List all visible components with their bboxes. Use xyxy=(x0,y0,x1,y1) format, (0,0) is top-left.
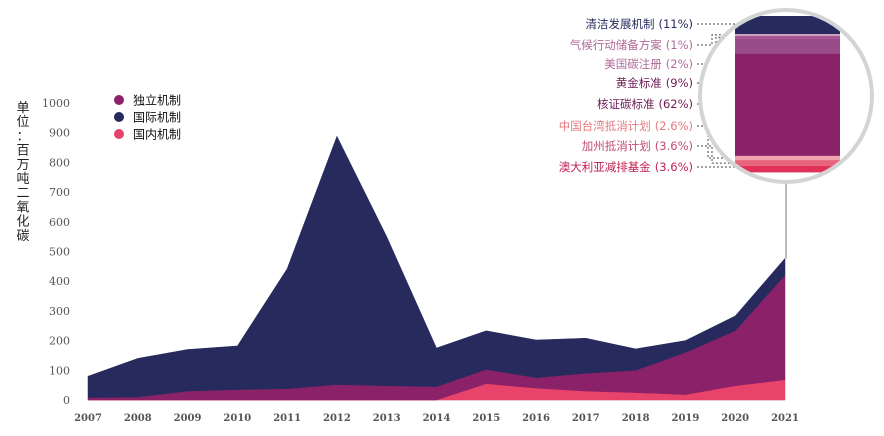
x-axis-ticks: 2007 2008 2009 2010 2011 2012 2013 2014 2015 2016… xyxy=(74,413,799,424)
inset-callout-label: 清洁发展机制 (11%) xyxy=(585,17,693,31)
x-tick-label: 2014 xyxy=(423,413,451,424)
y-tick-label: 0 xyxy=(63,394,70,407)
inset-segment xyxy=(735,166,840,173)
x-tick-label: 2008 xyxy=(124,413,152,424)
stacked-areas xyxy=(87,135,786,401)
legend-label: 独立机制 xyxy=(133,93,181,108)
x-tick-label: 2009 xyxy=(174,413,202,424)
inset-segment xyxy=(735,53,840,157)
y-tick-label: 200 xyxy=(49,335,70,348)
y-axis-label-char: 吨 xyxy=(16,172,29,187)
inset-callout-label: 中国台湾抵消计划 (2.6%) xyxy=(559,119,693,133)
x-tick-label: 2017 xyxy=(572,413,600,424)
inset-callout-label: 澳大利亚减排基金 (3.6%) xyxy=(559,160,693,174)
inset-segment xyxy=(735,35,840,40)
inset-callout-labels: 清洁发展机制 (11%) 气候行动储备方案 (1%) 美国碳注册 (2%) 黄金标准 (9%)… xyxy=(559,17,693,174)
y-tick-label: 900 xyxy=(49,127,70,140)
legend-label: 国内机制 xyxy=(133,128,181,142)
y-axis-label-char: 百 xyxy=(16,144,29,159)
inset-callout-label: 核证碳标准 (62%) xyxy=(597,97,693,111)
inset-callout-label: 美国碳注册 (2%) xyxy=(604,57,693,71)
x-tick-label: 2020 xyxy=(721,413,749,424)
y-axis-label-char: 化 xyxy=(16,215,29,230)
x-tick-label: 2018 xyxy=(622,413,650,424)
inset-segment xyxy=(735,34,840,37)
legend-swatch xyxy=(114,112,124,122)
y-tick-label: 800 xyxy=(49,156,70,169)
legend-swatch xyxy=(114,95,124,105)
y-tick-label: 700 xyxy=(49,186,70,199)
inset-callout-label: 黄金标准 (9%) xyxy=(616,76,693,90)
y-tick-label: 500 xyxy=(49,246,70,259)
y-tick-label: 1000 xyxy=(42,97,70,110)
x-tick-label: 2007 xyxy=(74,413,102,424)
area-series xyxy=(87,135,786,398)
y-tick-label: 600 xyxy=(49,216,70,229)
x-tick-label: 2010 xyxy=(223,413,251,424)
y-tick-label: 100 xyxy=(49,364,70,377)
x-tick-label: 2011 xyxy=(273,413,301,424)
y-axis-label-char: 位 xyxy=(16,115,29,130)
x-tick-label: 2012 xyxy=(323,413,351,424)
y-axis-ticks: 0 100 200 300 400 500 600 700 800 900 1000 xyxy=(42,97,70,407)
inset-segment xyxy=(735,160,840,167)
y-tick-label: 400 xyxy=(49,275,70,288)
y-tick-label: 300 xyxy=(49,305,70,318)
x-tick-label: 2013 xyxy=(373,413,401,424)
y-axis-label-char: 单 xyxy=(16,101,29,116)
inset-segment xyxy=(735,155,840,161)
inset-callout-label: 加州抵消计划 (3.6%) xyxy=(582,139,693,153)
y-axis-label-char: ： xyxy=(16,129,29,144)
x-tick-label: 2021 xyxy=(771,413,799,424)
legend-swatch xyxy=(114,129,124,139)
y-axis-label-char: 碳 xyxy=(16,229,29,244)
inset-callout-label: 气候行动储备方案 (1%) xyxy=(570,38,693,52)
y-axis-label-char: 万 xyxy=(16,158,29,173)
x-tick-label: 2016 xyxy=(522,413,550,424)
callout-leader xyxy=(697,125,735,159)
x-tick-label: 2019 xyxy=(672,413,700,424)
inset-segment xyxy=(735,16,840,35)
y-axis-label-char: 氧 xyxy=(16,200,29,215)
x-tick-label: 2015 xyxy=(472,413,500,424)
inset-segment xyxy=(735,39,840,55)
magnifier-ring xyxy=(698,8,874,184)
inset-magnifier xyxy=(698,8,874,259)
legend-label: 国际机制 xyxy=(133,111,181,125)
y-axis-label-char: 二 xyxy=(16,186,29,201)
